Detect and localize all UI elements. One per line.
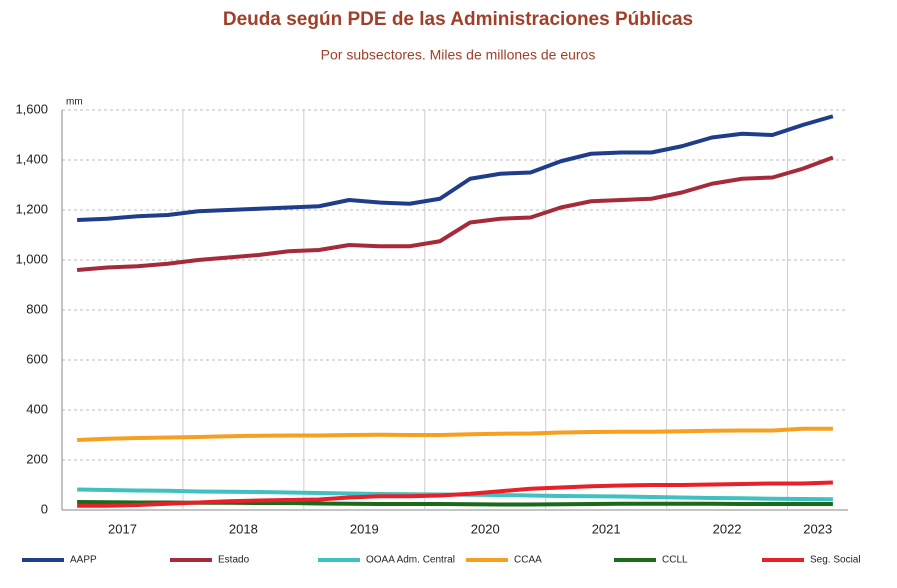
x-tick-label: 2019	[350, 521, 379, 536]
y-tick-label: 1,400	[15, 151, 48, 166]
chart-title: Deuda según PDE de las Administraciones …	[223, 9, 693, 30]
series-line	[77, 114, 834, 222]
legend-label: AAPP	[70, 555, 97, 566]
y-axis-label: mm	[66, 97, 83, 108]
x-tick-label: 2018	[229, 521, 258, 536]
y-tick-label: 0	[41, 501, 48, 516]
y-tick-label: 1,200	[15, 201, 48, 216]
y-tick-label: 400	[26, 401, 48, 416]
x-tick-label: 2017	[108, 521, 137, 536]
series-line	[76, 155, 834, 272]
legend-label: OOAA Adm. Central	[366, 555, 455, 566]
x-tick-label: 2022	[713, 521, 742, 536]
y-tick-label: 800	[26, 301, 48, 316]
legend-label: Seg. Social	[810, 555, 861, 566]
x-tick-label: 2021	[592, 521, 621, 536]
legend-label: Estado	[218, 555, 250, 566]
series-line	[77, 480, 833, 508]
y-tick-label: 200	[26, 451, 48, 466]
y-tick-label: 600	[26, 351, 48, 366]
y-tick-label: 1,600	[15, 101, 48, 116]
x-tick-label: 2020	[471, 521, 500, 536]
legend-label: CCAA	[514, 555, 542, 566]
series-line	[77, 426, 833, 442]
chart-subtitle: Por subsectores. Miles de millones de eu…	[321, 47, 596, 63]
legend-label: CCLL	[662, 555, 688, 566]
y-tick-label: 1,000	[15, 251, 48, 266]
x-tick-label: 2023	[803, 521, 832, 536]
